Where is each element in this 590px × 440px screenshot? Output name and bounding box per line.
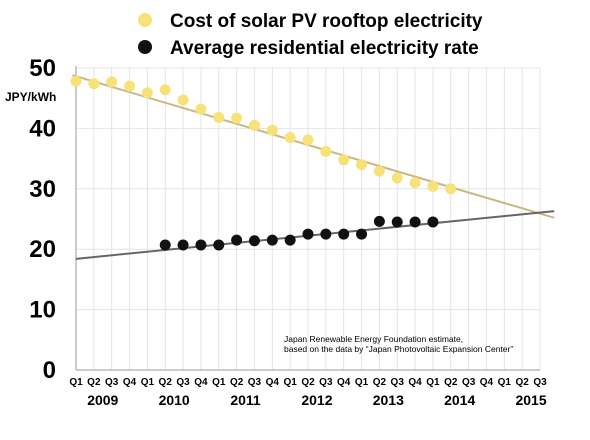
trend-lines [72,74,555,260]
data-point-series-1 [302,228,314,240]
data-point-series-0 [373,165,385,177]
data-point-series-0 [356,159,368,171]
data-point-series-0 [88,78,100,90]
x-tick-label: Q2 [515,377,529,388]
x-tick-label: Q2 [230,377,244,388]
data-point-series-1 [356,228,368,240]
y-axis-label: JPY/kWh [5,90,56,104]
x-tick-label: Q4 [408,377,422,388]
year-label: 2015 [515,392,546,408]
trend-line-series-0 [72,74,555,219]
x-tick-label: Q4 [480,377,494,388]
data-point-series-1 [195,239,207,251]
year-label: 2013 [373,392,404,408]
data-point-series-1 [320,228,332,240]
year-labels: 2009 2010 2011 2012 2013 2014 2015 [87,392,547,408]
y-tick-label: 0 [43,357,56,384]
data-point-series-1 [338,228,350,240]
x-tick-label: Q3 [248,377,262,388]
x-tick-label: Q1 [212,377,226,388]
x-tick-label: Q1 [141,377,155,388]
x-tick-label: Q1 [69,377,83,388]
x-tick-label: Q3 [533,377,547,388]
data-point-series-0 [141,87,153,99]
legend-label-solar: Cost of solar PV rooftop electricity [170,11,483,32]
x-tick-label: Q2 [87,377,101,388]
x-tick-label: Q3 [319,377,333,388]
data-point-series-0 [159,84,171,96]
y-tick-labels: 0 10 20 30 40 50 [29,55,56,384]
x-tick-label: Q4 [337,377,351,388]
x-tick-label: Q3 [391,377,405,388]
y-tick-label: 10 [29,297,56,324]
data-point-series-1 [391,216,403,228]
x-tick-label: Q3 [462,377,476,388]
data-point-series-1 [427,216,439,228]
data-point-series-0 [106,76,118,88]
data-point-series-0 [177,94,189,106]
y-tick-label: 40 [29,115,56,142]
data-point-series-1 [373,215,385,227]
x-tick-label: Q1 [355,377,369,388]
x-tick-label: Q4 [266,377,280,388]
x-tick-label: Q1 [283,377,297,388]
data-point-series-0 [213,112,225,124]
x-tick-label: Q4 [194,377,208,388]
legend-marker-solar [138,13,152,27]
legend-marker-residential [138,40,152,54]
data-point-series-1 [409,216,421,228]
data-point-series-0 [445,183,457,195]
data-point-series-0 [427,180,439,192]
x-tick-labels: Q1 Q2 Q3 Q4 Q1 Q2 Q3 Q4 Q1 Q2 Q3 Q4 Q1 Q2 Q3 Q4 Q1 Q2 Q3 Q4… [69,377,547,388]
data-point-series-0 [320,145,332,157]
data-point-series-0 [302,134,314,146]
y-tick-label: 20 [29,236,56,263]
x-tick-label: Q2 [373,377,387,388]
x-tick-label: Q3 [105,377,119,388]
x-tick-label: Q4 [123,377,137,388]
y-tick-label: 30 [29,176,56,203]
x-tick-label: Q1 [426,377,440,388]
legend-label-residential: Average residential electricity rate [170,38,479,59]
year-label: 2014 [444,392,475,408]
data-point-series-1 [266,234,278,246]
x-tick-label: Q3 [176,377,190,388]
data-point-series-0 [248,119,260,131]
x-tick-label: Q2 [301,377,315,388]
x-tick-label: Q2 [159,377,173,388]
data-point-series-0 [284,131,296,143]
x-tick-label: Q1 [498,377,512,388]
legend-item-residential: Average residential electricity rate [138,38,479,59]
data-point-series-1 [284,234,296,246]
data-point-series-0 [338,154,350,166]
data-point-series-0 [391,172,403,184]
trend-line-series-1 [75,210,555,260]
data-point-series-0 [409,177,421,189]
grid [75,66,541,371]
data-point-series-1 [231,234,243,246]
data-point-series-1 [248,235,260,247]
data-point-series-0 [231,112,243,124]
source-note: Japan Renewable Energy Foundation estima… [284,334,513,354]
year-label: 2009 [87,392,118,408]
year-label: 2010 [159,392,190,408]
legend: Cost of solar PV rooftop electricity Ave… [138,11,483,59]
source-note-line: Japan Renewable Energy Foundation estima… [284,334,463,344]
data-point-series-1 [213,239,225,251]
legend-item-solar: Cost of solar PV rooftop electricity [138,11,483,32]
data-point-series-0 [266,124,278,136]
data-point-series-1 [159,239,171,251]
data-point-series-0 [70,75,82,87]
x-tick-label: Q2 [444,377,458,388]
year-label: 2012 [301,392,332,408]
data-point-series-1 [177,239,189,251]
data-point-series-0 [124,80,136,92]
data-points [70,75,457,251]
data-point-series-0 [195,103,207,115]
year-label: 2011 [230,392,261,408]
source-note-line: based on the data by “Japan Photovoltaic… [284,344,513,354]
y-tick-label: 50 [29,55,56,82]
